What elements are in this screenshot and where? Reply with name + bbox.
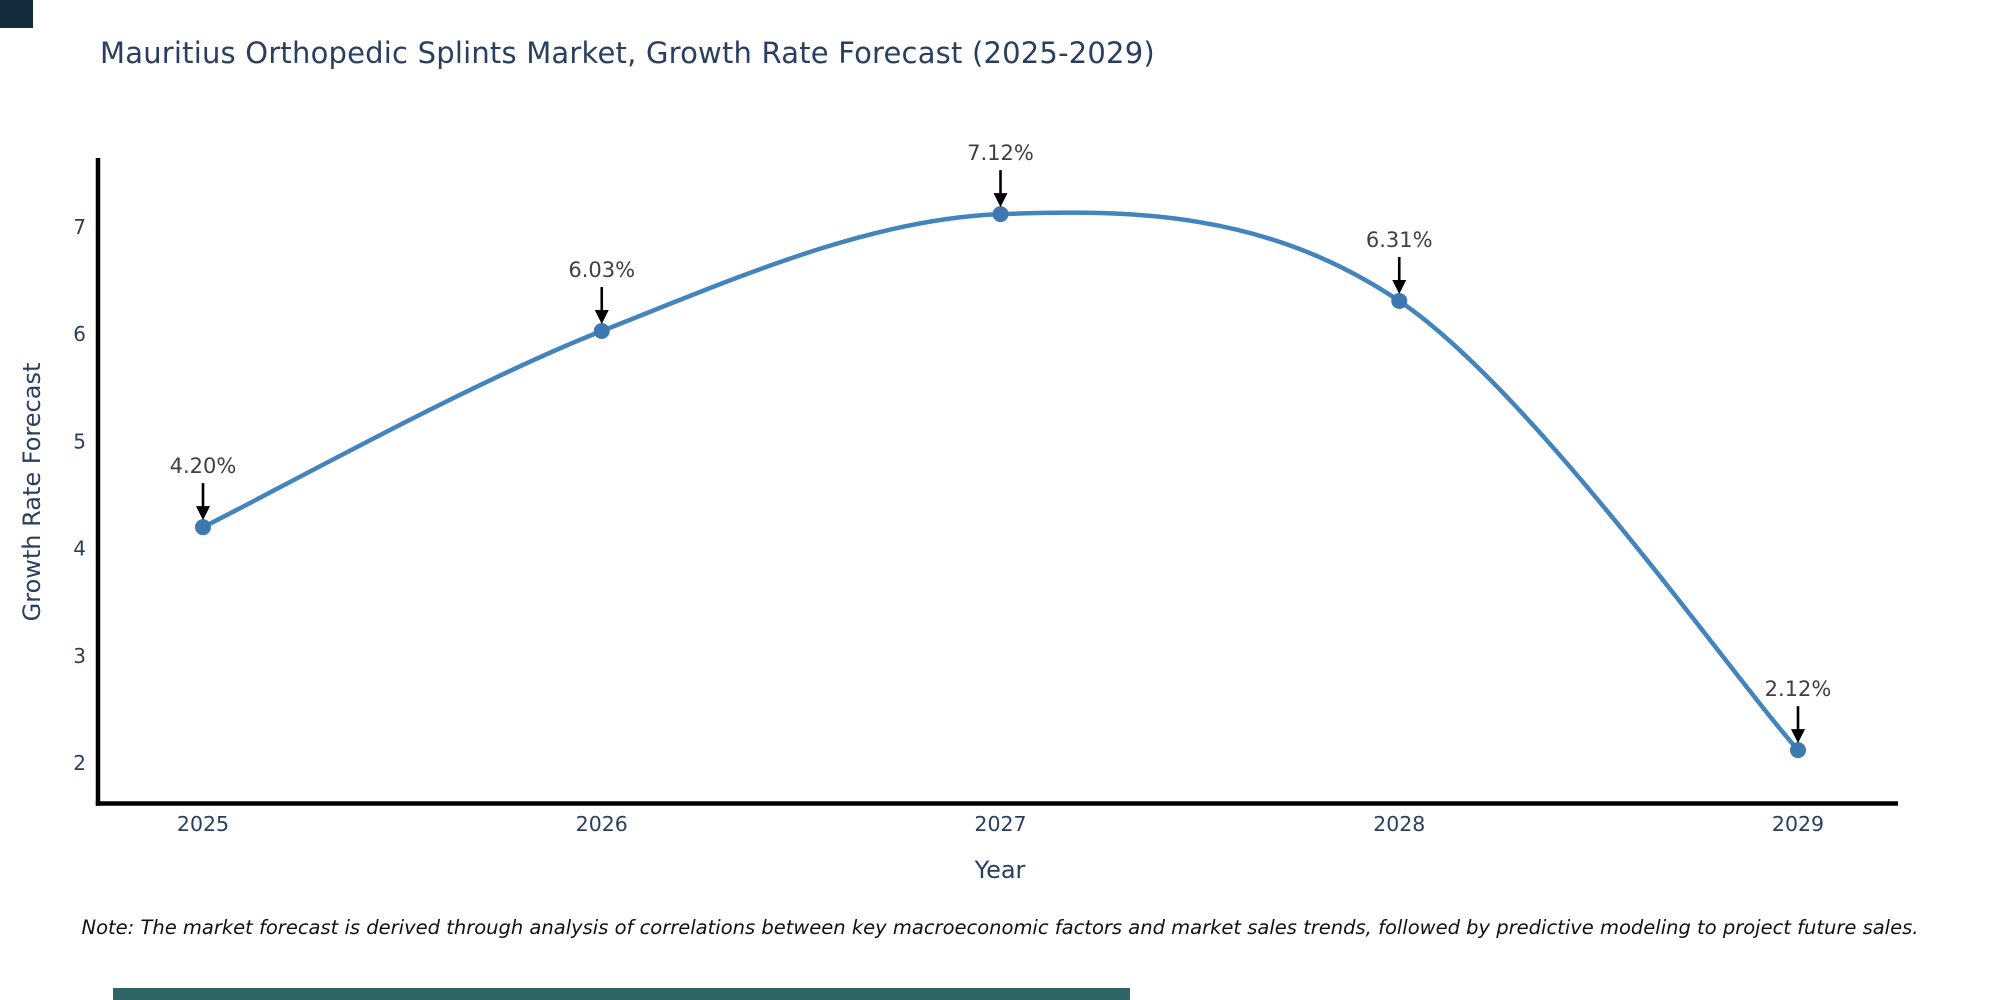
y-tick-label: 4: [73, 537, 86, 561]
data-point-label: 7.12%: [967, 141, 1034, 165]
y-tick-label: 7: [73, 215, 86, 239]
annotation-arrowhead: [196, 506, 210, 521]
corner-block: [0, 0, 33, 28]
y-axis-title: Growth Rate Forecast: [18, 362, 46, 622]
data-point-label: 2.12%: [1765, 677, 1832, 701]
forecast-spline: [200, 210, 1801, 753]
y-tick-label: 3: [73, 644, 86, 668]
data-point: [1790, 742, 1806, 759]
data-point: [593, 322, 610, 339]
data-point-label: 6.31%: [1366, 228, 1433, 252]
x-tick-label: 2027: [974, 812, 1026, 836]
data-point-label: 4.20%: [170, 454, 237, 478]
data-point-label: 6.03%: [568, 258, 635, 282]
x-tick-label: 2025: [177, 812, 229, 836]
methodology-note: Note: The market forecast is derived thr…: [81, 916, 1919, 939]
data-point: [195, 519, 211, 536]
data-point: [1391, 292, 1408, 309]
x-tick-label: 2026: [576, 812, 628, 836]
x-tick-label: 2029: [1772, 812, 1824, 836]
annotation-arrowhead: [1392, 279, 1407, 294]
data-point: [992, 206, 1009, 223]
chart-title: Mauritius Orthopedic Splints Market, Gro…: [100, 36, 1155, 70]
annotation-arrowhead: [594, 309, 609, 324]
y-tick-label: 5: [73, 429, 86, 453]
bottom-accent-bar: [113, 988, 1130, 1000]
x-tick-label: 2028: [1373, 812, 1425, 836]
annotation-arrowhead: [1791, 729, 1805, 744]
y-tick-label: 2: [73, 751, 86, 775]
y-tick-label: 6: [73, 322, 86, 346]
annotation-arrowhead: [993, 193, 1008, 208]
x-axis-title: Year: [974, 856, 1026, 884]
